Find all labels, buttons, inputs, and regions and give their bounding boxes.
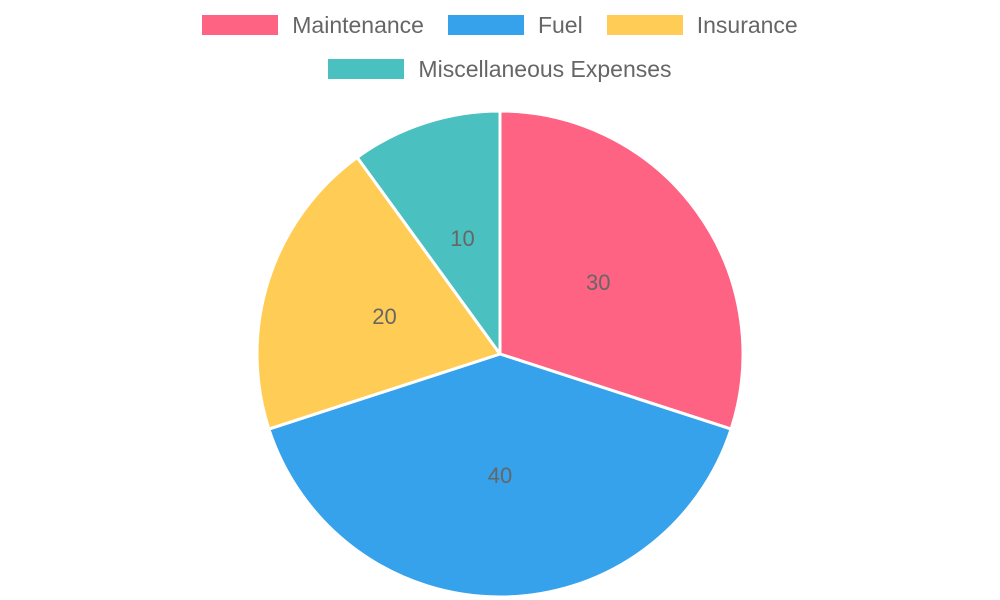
pie-slice-insurance[interactable] bbox=[255, 155, 502, 431]
legend-item-maintenance[interactable]: Maintenance bbox=[202, 12, 424, 39]
legend: Maintenance Fuel Insurance Miscellaneous… bbox=[0, 12, 1000, 82]
legend-item-fuel[interactable]: Fuel bbox=[447, 11, 583, 39]
legend-label-miscellaneous-expenses: Miscellaneous Expenses bbox=[418, 55, 672, 82]
legend-swatch-insurance bbox=[606, 15, 683, 35]
slice-label-maintenance: 30 bbox=[586, 270, 610, 295]
legend-label-fuel: Fuel bbox=[537, 11, 583, 38]
legend-swatch-fuel bbox=[447, 15, 524, 35]
pie-slice-miscellaneous-expenses[interactable] bbox=[355, 109, 502, 356]
slice-label-fuel: 40 bbox=[488, 463, 512, 488]
legend-label-maintenance: Maintenance bbox=[292, 11, 424, 38]
slice-label-miscellaneous-expenses: 10 bbox=[450, 226, 474, 251]
legend-row-1: Maintenance Fuel Insurance bbox=[202, 11, 798, 39]
slice-label-insurance: 20 bbox=[372, 304, 396, 329]
legend-item-insurance[interactable]: Insurance bbox=[606, 11, 798, 39]
legend-label-insurance: Insurance bbox=[696, 11, 798, 38]
pie-slice-fuel[interactable] bbox=[267, 352, 733, 599]
legend-swatch-miscellaneous-expenses bbox=[328, 59, 405, 79]
legend-item-miscellaneous-expenses[interactable]: Miscellaneous Expenses bbox=[328, 55, 672, 83]
pie-slice-maintenance[interactable] bbox=[498, 109, 745, 431]
legend-row-2: Miscellaneous Expenses bbox=[328, 55, 672, 83]
legend-swatch-maintenance bbox=[202, 15, 279, 35]
